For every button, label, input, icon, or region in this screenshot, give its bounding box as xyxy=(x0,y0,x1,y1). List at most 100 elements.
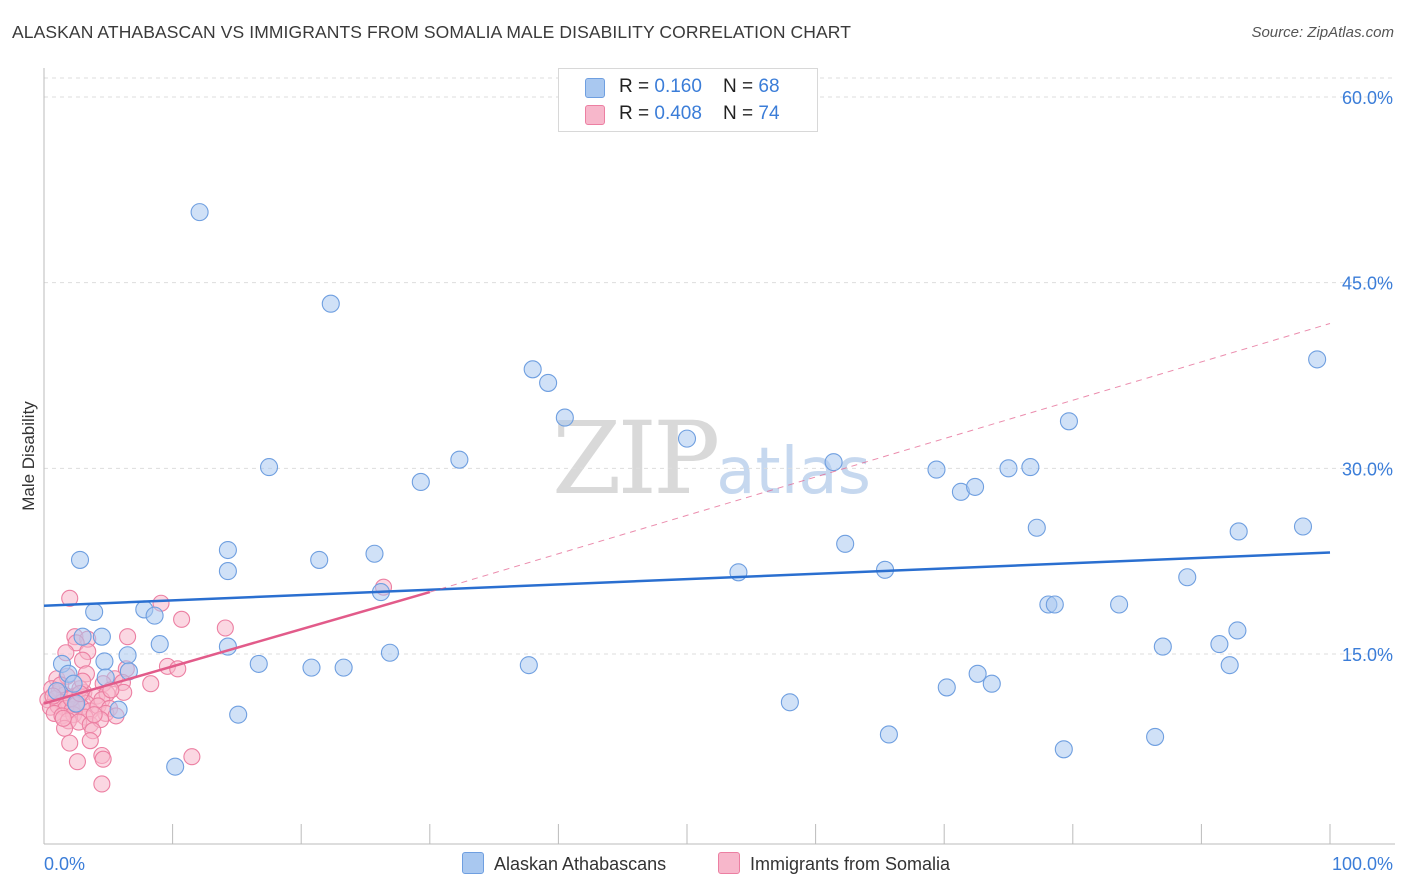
athabascan-point xyxy=(982,674,1001,693)
somalia-point xyxy=(85,706,103,724)
legend-n-label: N = xyxy=(723,76,759,97)
athabascan-point xyxy=(259,458,279,477)
athabascan-point xyxy=(321,294,340,313)
athabascan-point xyxy=(780,693,799,712)
athabascan-point xyxy=(92,627,111,646)
chart-title: ALASKAN ATHABASCAN VS IMMIGRANTS FROM SO… xyxy=(12,22,852,42)
athabascan-point xyxy=(118,646,137,665)
athabascan-point xyxy=(85,602,104,621)
athabascan-point xyxy=(150,635,169,654)
y-tick-label: 30.0% xyxy=(1342,459,1393,479)
stats-legend: R = 0.160 N = 68 R = 0.408 N = 74 xyxy=(558,68,818,132)
athabascan-point xyxy=(109,700,128,719)
x-tick-label: 0.0% xyxy=(44,854,85,874)
athabascan-point xyxy=(70,550,90,569)
athabascan-trend-line xyxy=(43,551,1331,607)
athabascan-point xyxy=(1146,727,1165,746)
somalia-point xyxy=(68,753,86,771)
athabascan-point xyxy=(411,472,430,491)
athabascan-point xyxy=(95,652,114,671)
legend-r-label: R = xyxy=(619,103,655,124)
athabascan-point xyxy=(67,694,86,713)
athabascan-point xyxy=(927,460,946,479)
athabascan-point xyxy=(190,203,209,222)
watermark-atlas: atlas xyxy=(716,435,871,509)
athabascan-point xyxy=(966,477,985,496)
athabascan-point xyxy=(824,453,843,472)
y-axis-label: Male Disability xyxy=(19,401,38,511)
somalia-point xyxy=(61,589,79,607)
watermark-zip: ZIP xyxy=(552,400,720,517)
athabascan-point xyxy=(249,654,268,673)
legend-r-value: 0.160 xyxy=(654,76,702,97)
legend-r-value: 0.408 xyxy=(654,103,702,124)
athabascan-point xyxy=(539,373,558,392)
athabascan-point xyxy=(334,658,353,677)
athabascan-point xyxy=(1153,637,1172,656)
source-label: Source: ZipAtlas.com xyxy=(1251,24,1394,41)
y-tick-label: 60.0% xyxy=(1342,88,1393,108)
somalia-point xyxy=(216,619,234,637)
athabascan-point xyxy=(879,725,898,744)
athabascan-point xyxy=(1027,518,1046,537)
somalia-trend-extension xyxy=(429,323,1331,593)
legend-swatch-blue xyxy=(585,78,605,98)
athabascan-point xyxy=(1220,656,1239,675)
athabascan-point xyxy=(1059,412,1078,431)
athabascan-point xyxy=(380,643,399,662)
somalia-point xyxy=(173,610,191,628)
athabascan-point xyxy=(73,627,92,646)
athabascan-point xyxy=(1054,740,1073,759)
bottom-legend-athabascan: Alaskan Athabascans xyxy=(462,852,666,875)
athabascan-point xyxy=(166,757,185,776)
x-tick-label: 100.0% xyxy=(1332,854,1393,874)
somalia-point xyxy=(93,775,111,793)
legend-r-label: R = xyxy=(619,76,655,97)
somalia-point xyxy=(183,748,201,766)
legend-swatch-pink xyxy=(585,105,605,125)
athabascan-point xyxy=(555,408,574,427)
athabascan-point xyxy=(677,429,697,448)
bottom-legend-label: Alaskan Athabascans xyxy=(494,854,667,874)
athabascan-point xyxy=(1228,621,1247,640)
somalia-point xyxy=(94,750,112,768)
athabascan-point xyxy=(218,562,237,581)
athabascan-point xyxy=(523,360,542,379)
bottom-legend-swatch-pink xyxy=(718,852,740,874)
bottom-legend-label: Immigrants from Somalia xyxy=(750,854,951,874)
y-tick-label: 15.0% xyxy=(1342,645,1393,665)
athabascan-point xyxy=(1308,350,1327,369)
athabascan-point xyxy=(519,656,538,675)
athabascan-point xyxy=(1293,517,1313,536)
athabascan-point xyxy=(310,550,329,569)
athabascan-point xyxy=(1210,635,1229,654)
athabascan-point xyxy=(937,678,956,697)
somalia-point xyxy=(81,732,99,750)
athabascan-point xyxy=(968,664,987,683)
bottom-legend-somalia: Immigrants from Somalia xyxy=(718,852,950,875)
athabascan-point xyxy=(218,540,237,560)
athabascan-point xyxy=(450,450,469,469)
legend-n-label: N = xyxy=(723,103,759,124)
athabascan-point xyxy=(1045,595,1064,614)
bottom-legend-swatch-blue xyxy=(462,852,484,874)
somalia-point xyxy=(61,734,79,752)
athabascan-point xyxy=(1178,568,1197,587)
somalia-point xyxy=(54,709,72,727)
athabascan-point xyxy=(1021,458,1040,477)
athabascan-point xyxy=(64,674,83,693)
watermark: ZIPatlas xyxy=(552,400,871,517)
athabascan-point xyxy=(999,459,1018,478)
legend-n-value: 74 xyxy=(758,103,780,124)
athabascan-point xyxy=(836,534,855,553)
somalia-point xyxy=(119,628,137,646)
athabascan-point xyxy=(365,544,384,563)
y-tick-label: 45.0% xyxy=(1342,274,1393,294)
somalia-trend-line xyxy=(43,590,431,705)
athabascan-point xyxy=(1229,522,1248,541)
athabascan-point xyxy=(229,705,248,724)
athabascan-point xyxy=(1110,595,1129,614)
athabascan-point xyxy=(145,606,164,625)
athabascan-point xyxy=(302,658,321,677)
